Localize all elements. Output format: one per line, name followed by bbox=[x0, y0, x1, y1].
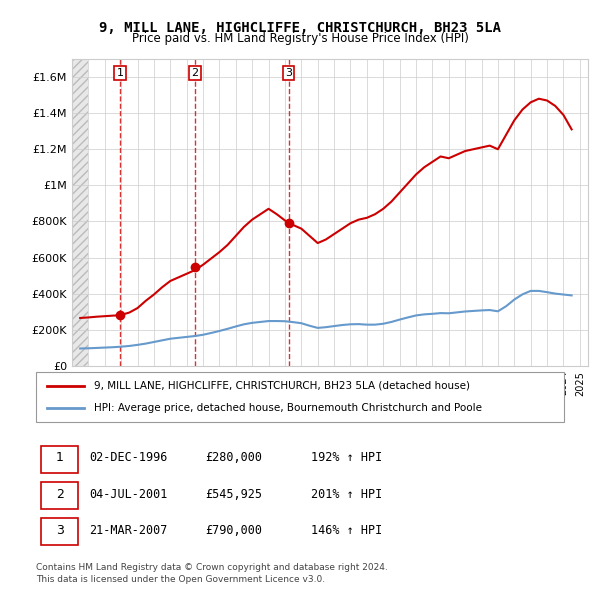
Text: 02-DEC-1996: 02-DEC-1996 bbox=[89, 451, 167, 464]
Text: 1: 1 bbox=[56, 451, 64, 464]
Text: 21-MAR-2007: 21-MAR-2007 bbox=[89, 524, 167, 537]
Text: 9, MILL LANE, HIGHCLIFFE, CHRISTCHURCH, BH23 5LA: 9, MILL LANE, HIGHCLIFFE, CHRISTCHURCH, … bbox=[99, 21, 501, 35]
Text: 2: 2 bbox=[191, 68, 199, 78]
Text: 1: 1 bbox=[116, 68, 124, 78]
Text: 3: 3 bbox=[56, 524, 64, 537]
Text: 201% ↑ HPI: 201% ↑ HPI bbox=[311, 488, 382, 501]
Text: 146% ↑ HPI: 146% ↑ HPI bbox=[311, 524, 382, 537]
Text: Price paid vs. HM Land Registry's House Price Index (HPI): Price paid vs. HM Land Registry's House … bbox=[131, 32, 469, 45]
Text: 192% ↑ HPI: 192% ↑ HPI bbox=[311, 451, 382, 464]
FancyBboxPatch shape bbox=[36, 372, 564, 422]
Text: £545,925: £545,925 bbox=[205, 488, 262, 501]
Text: This data is licensed under the Open Government Licence v3.0.: This data is licensed under the Open Gov… bbox=[36, 575, 325, 584]
FancyBboxPatch shape bbox=[41, 482, 78, 509]
Text: 2: 2 bbox=[56, 488, 64, 501]
Text: 9, MILL LANE, HIGHCLIFFE, CHRISTCHURCH, BH23 5LA (detached house): 9, MILL LANE, HIGHCLIFFE, CHRISTCHURCH, … bbox=[94, 381, 470, 391]
Text: £280,000: £280,000 bbox=[205, 451, 262, 464]
Text: Contains HM Land Registry data © Crown copyright and database right 2024.: Contains HM Land Registry data © Crown c… bbox=[36, 563, 388, 572]
FancyBboxPatch shape bbox=[41, 519, 78, 545]
Text: 3: 3 bbox=[285, 68, 292, 78]
Text: 04-JUL-2001: 04-JUL-2001 bbox=[89, 488, 167, 501]
FancyBboxPatch shape bbox=[41, 446, 78, 473]
Text: HPI: Average price, detached house, Bournemouth Christchurch and Poole: HPI: Average price, detached house, Bour… bbox=[94, 403, 482, 413]
Text: £790,000: £790,000 bbox=[205, 524, 262, 537]
